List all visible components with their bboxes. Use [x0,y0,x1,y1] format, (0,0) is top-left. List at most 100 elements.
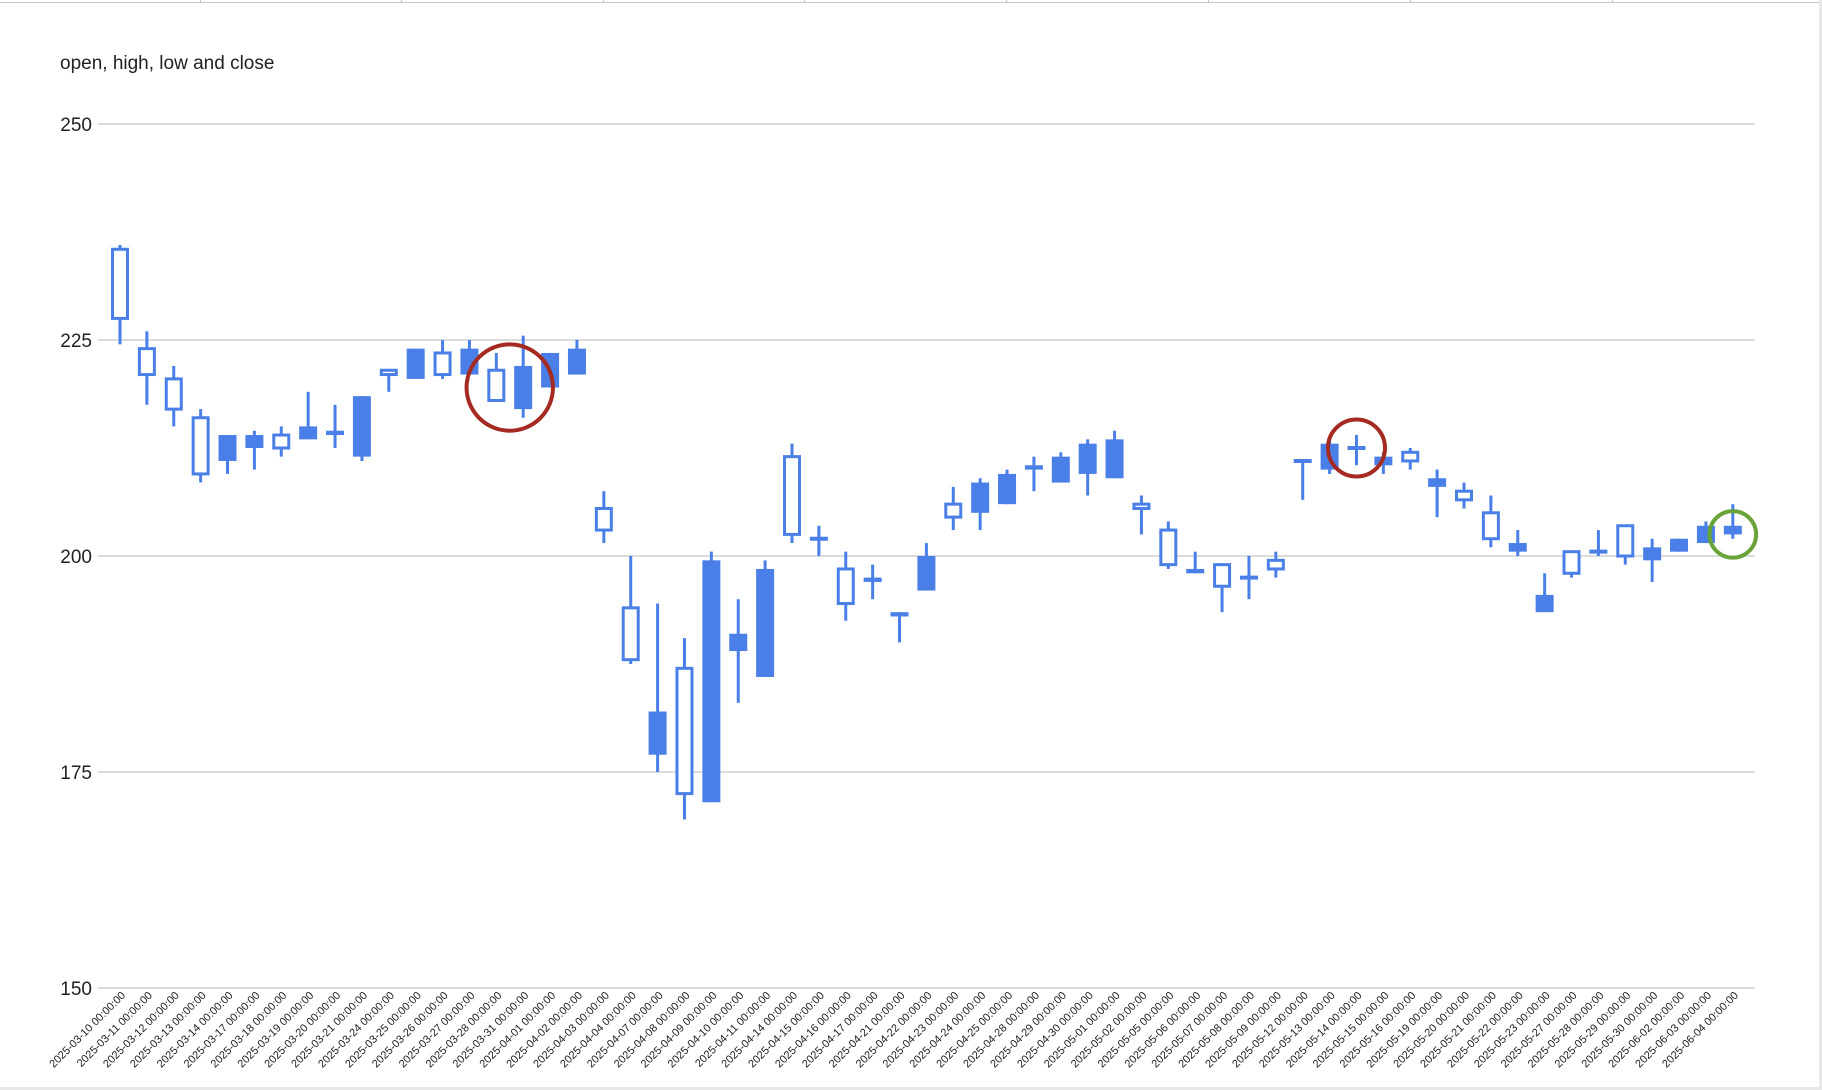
candle [917,543,936,591]
candle-body [137,347,156,377]
y-axis-tick-labels: 150 175 200 225 250 [60,115,92,1000]
top-border-tick [200,0,201,3]
gridlines [98,123,1755,989]
candle-body [191,416,210,476]
candle-body [567,348,586,375]
top-border-tick [1612,0,1613,3]
candle-body [164,377,183,411]
candle-body [890,612,909,617]
candle [836,551,855,621]
candles [111,244,1742,820]
candle [1508,530,1527,556]
candle [1159,521,1178,569]
candle-body [352,396,371,457]
top-border-tick [1410,0,1411,3]
candle-body [379,368,398,377]
candle [1643,538,1662,582]
top-border-tick [1006,0,1007,3]
candle-body [1105,439,1124,479]
candle-body [648,711,667,755]
top-border-tick [1208,0,1209,3]
candle-body [299,426,318,440]
candle-body [594,506,613,532]
candle-body [1670,538,1689,552]
candle [675,638,694,820]
candle [783,443,801,544]
top-border-tick [603,0,604,3]
candle-body [1508,543,1527,552]
candle-body [1428,478,1447,487]
chart-title: open, high, low and close [60,53,275,74]
candle [863,564,882,600]
candle [1535,573,1554,613]
candle [1428,469,1447,518]
candle [594,491,613,544]
candle [1024,456,1043,492]
candle [1293,458,1312,500]
candle [218,435,237,474]
candle-body [863,577,882,582]
candle-body [326,430,345,436]
candle [164,365,183,427]
candle-body [1535,594,1554,613]
right-edge [1819,0,1822,1090]
top-border-tick [401,0,402,3]
candle-body [998,473,1017,505]
candle-body [272,433,291,450]
candle [890,612,909,643]
candle-body [514,365,533,410]
candle-body [1562,550,1581,575]
candle-body [111,247,129,320]
candle-body [1051,456,1070,483]
candle [1051,452,1070,483]
annotations [464,342,1759,560]
candle-body [1186,568,1205,574]
y-tick-label: 250 [60,115,92,136]
red-circle-annotation [1325,417,1387,479]
candle [379,368,398,392]
candle [1481,495,1500,548]
candle [971,478,990,531]
candle [111,244,129,345]
candle [1562,550,1581,578]
candle-body [702,560,721,803]
candle [756,560,775,677]
top-border [0,2,1822,3]
candle [809,525,828,556]
candle-body [621,606,640,662]
candle-body [1616,524,1635,558]
candle [272,426,291,457]
candle [1105,430,1124,479]
candle [1266,551,1285,578]
candle-body [783,455,801,536]
candle [1186,551,1205,574]
candle [1455,482,1473,509]
candle-body [487,368,506,402]
candle [998,469,1017,505]
candle [1213,563,1232,613]
y-tick-label: 150 [60,979,92,1000]
candle [567,340,586,375]
candle-body [971,482,990,513]
red-circle-annotation [464,342,555,433]
candle [245,430,264,470]
candle-body [917,556,936,591]
candle-body [1455,489,1473,502]
candle [1401,448,1420,470]
candle-body [406,348,425,379]
candle-body [729,633,748,652]
candle [406,348,425,379]
y-tick-label: 200 [60,547,92,568]
candle-body [1266,558,1285,571]
candle [191,409,210,483]
candle-body [1132,502,1151,510]
candle-body [460,348,479,375]
candle [1589,530,1608,556]
candle-body [433,351,452,377]
top-border-tick [804,0,805,3]
candle [1347,435,1366,466]
candle-body [1401,450,1420,463]
candle [352,396,371,461]
candle-body [218,435,237,461]
